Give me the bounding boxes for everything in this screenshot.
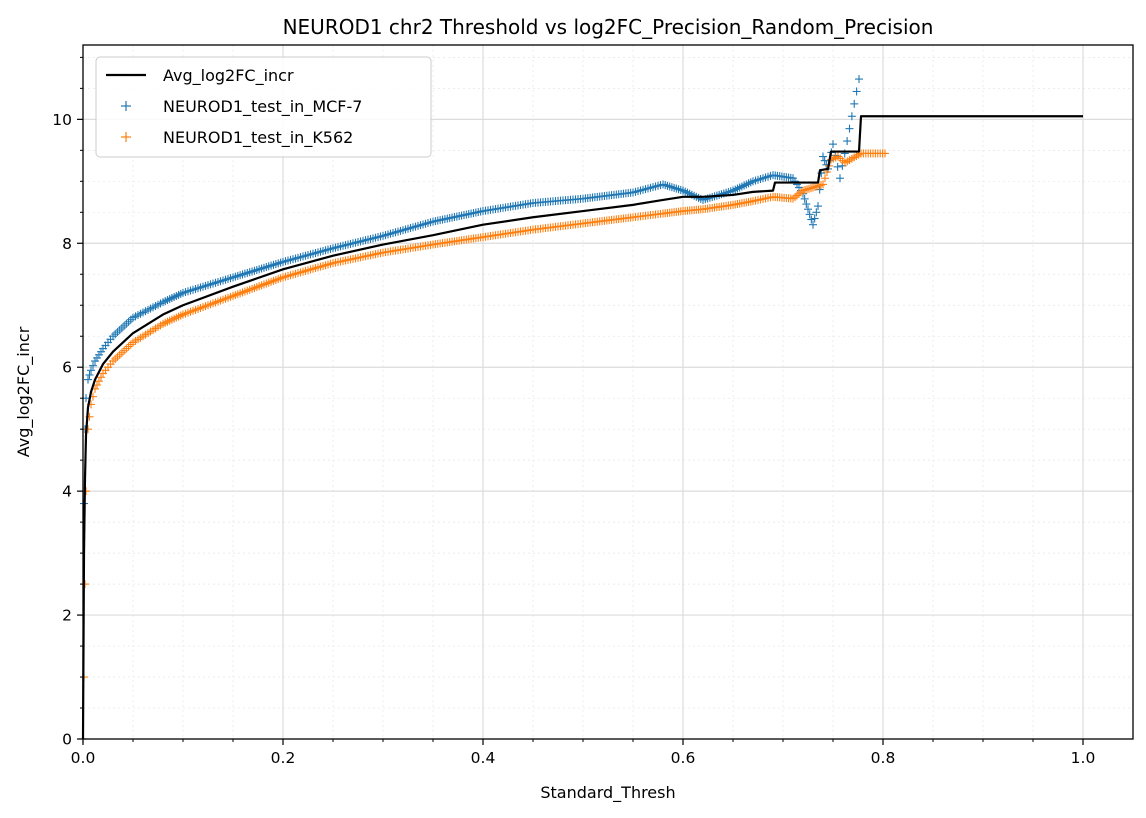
scatter-point	[809, 183, 817, 192]
scatter-point	[120, 346, 129, 355]
legend-entry-mcf7: NEUROD1_test_in_MCF-7	[163, 97, 362, 117]
y-tick-label: 6	[62, 359, 72, 377]
x-tick-label: 0.6	[671, 749, 696, 767]
scatter-point	[819, 152, 827, 161]
scatter-point	[117, 348, 126, 357]
scatter-point	[87, 366, 95, 375]
scatter-point	[881, 149, 889, 158]
scatter-point	[124, 317, 133, 326]
y-tick-label: 10	[52, 111, 72, 129]
scatter-point	[829, 140, 837, 149]
scatter-point	[804, 205, 812, 214]
x-tick-label: 0.4	[471, 749, 496, 767]
scatter-point	[805, 184, 813, 193]
scatter-point	[113, 328, 122, 337]
scatter-point	[805, 210, 814, 219]
scatter-point	[97, 373, 105, 382]
scatter-point	[801, 185, 809, 194]
scatter-point	[126, 340, 135, 349]
scatter-point	[803, 185, 811, 194]
scatter-point	[814, 202, 822, 211]
scatter-point	[855, 75, 863, 84]
scatter-point	[113, 352, 122, 361]
scatter-point	[793, 191, 801, 200]
x-axis-ticks: 0.0 0.2 0.4 0.6 0.8 1.0	[71, 739, 1096, 767]
scatter-point	[833, 162, 842, 171]
x-tick-label: 1.0	[1071, 749, 1096, 767]
scatter-point	[665, 182, 674, 191]
scatter-point	[852, 87, 861, 96]
scatter-point	[819, 180, 827, 189]
scatter-point	[95, 377, 103, 386]
x-tick-label: 0.0	[71, 749, 96, 767]
scatter-point	[84, 425, 92, 434]
scatter-point	[115, 326, 124, 335]
y-tick-label: 0	[62, 731, 72, 749]
chart-title: NEUROD1 chr2 Threshold vs log2FC_Precisi…	[283, 15, 934, 39]
scatter-point	[810, 214, 819, 223]
scatter-point	[84, 375, 92, 384]
scatter-point	[845, 124, 854, 133]
legend: Avg_log2FC_incr NEUROD1_test_in_MCF-7 NE…	[95, 56, 432, 158]
y-axis-ticks: 0 2 4 6 8 10	[52, 56, 83, 749]
scatter-point	[817, 181, 825, 190]
scatter-point	[811, 182, 819, 191]
y-tick-label: 2	[62, 607, 72, 625]
scatter-point	[122, 344, 131, 353]
legend-entry-k562: NEUROD1_test_in_K562	[163, 128, 353, 148]
scatter-point	[115, 350, 124, 359]
plot-series	[79, 75, 1083, 743]
y-axis-label: Avg_log2FC_incr	[14, 326, 34, 457]
major-grid	[83, 45, 1133, 739]
scatter-point	[120, 321, 129, 330]
scatter-point	[809, 220, 817, 229]
scatter-point	[672, 184, 681, 193]
x-tick-label: 0.2	[271, 749, 296, 767]
series-NEUROD1_test_in_MCF-7	[79, 75, 863, 743]
scatter-point	[847, 112, 856, 121]
y-tick-label: 8	[62, 235, 72, 253]
legend-marker-k562	[121, 132, 131, 142]
legend-marker-mcf7	[121, 101, 131, 111]
scatter-point	[670, 183, 679, 192]
scatter-point	[836, 174, 844, 183]
scatter-point	[850, 99, 859, 108]
scatter-point	[126, 315, 135, 324]
scatter-point	[117, 323, 126, 332]
scatter-point	[799, 186, 807, 195]
x-tick-label: 0.8	[871, 749, 896, 767]
scatter-point	[663, 181, 672, 190]
series-line-avg-log2fc-incr	[81, 115, 1083, 740]
scatter-point	[789, 194, 797, 203]
legend-entry-avg-log2fc-incr: Avg_log2FC_incr	[163, 66, 294, 86]
scatter-point	[843, 137, 852, 146]
scatter-point	[800, 194, 809, 203]
scatter-point	[821, 174, 829, 183]
series-NEUROD1_test_in_K562	[79, 149, 889, 743]
scatter-point	[124, 342, 133, 351]
scatter-point	[122, 319, 131, 328]
x-axis-label: Standard_Thresh	[540, 783, 675, 803]
legend-box	[95, 56, 432, 158]
scatter-point	[111, 330, 120, 339]
minor-grid	[83, 45, 1133, 739]
scatter-point	[807, 184, 815, 193]
scatter-point	[111, 354, 120, 363]
scatter-point	[795, 189, 803, 198]
scatter-point	[812, 208, 821, 217]
plot-frame	[82, 44, 1134, 740]
scatter-point	[89, 361, 97, 370]
scatter-point	[807, 215, 816, 224]
scatter-point	[661, 181, 670, 190]
y-tick-label: 4	[62, 483, 72, 501]
scatter-point	[85, 370, 94, 379]
scatter-point	[802, 200, 811, 209]
scatter-point	[791, 193, 799, 202]
scatter-point	[667, 183, 676, 192]
